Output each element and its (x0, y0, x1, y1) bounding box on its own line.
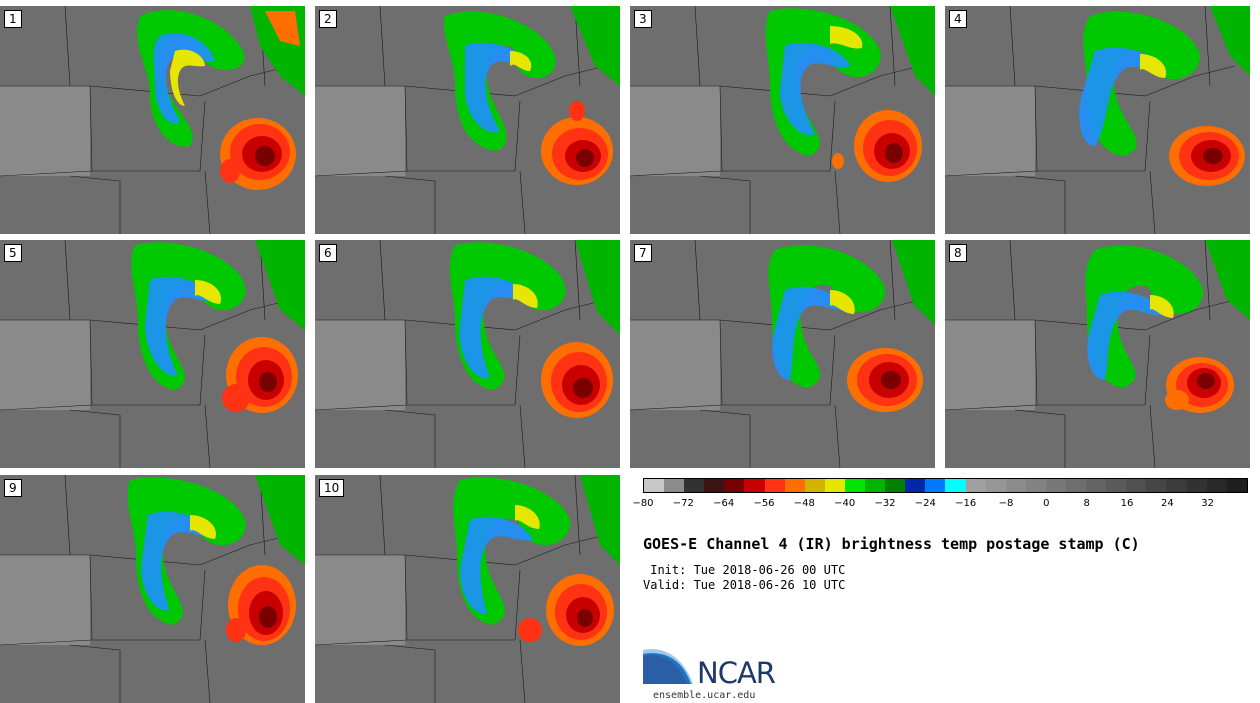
colorbar-swatch (744, 479, 765, 492)
panel-number: 8 (949, 244, 967, 262)
map-panel-6: 6 (315, 240, 620, 468)
colorbar-swatch (1166, 479, 1187, 492)
colorbar-swatch (664, 479, 685, 492)
colorbar-swatch (1005, 479, 1026, 492)
colorbar-swatch (865, 479, 886, 492)
colorbar-swatch (1106, 479, 1127, 492)
ncar-logo-text: NCAR (697, 656, 776, 690)
colorbar-swatch (684, 479, 705, 492)
ir-map (630, 240, 935, 468)
colorbar-tick-label: −72 (672, 498, 694, 509)
colorbar-swatch (1206, 479, 1227, 492)
colorbar-tick-label: −24 (914, 498, 936, 509)
colorbar-swatch (1086, 479, 1107, 492)
colorbar-swatch (1226, 479, 1247, 492)
map-panel-5: 5 (0, 240, 305, 468)
colorbar-swatch (985, 479, 1006, 492)
colorbar-tick-label: −8 (998, 498, 1014, 509)
init-time: Init: Tue 2018-06-26 00 UTC (643, 563, 846, 577)
colorbar-tick-label: 0 (1043, 498, 1050, 509)
colorbar-tick-label: −56 (753, 498, 775, 509)
colorbar-swatch (1065, 479, 1087, 492)
map-panel-4: 4 (945, 6, 1250, 234)
map-panel-8: 8 (945, 240, 1250, 468)
colorbar-swatch (1045, 479, 1066, 492)
ir-map (630, 6, 935, 234)
panel-number: 3 (634, 10, 652, 28)
colorbar-swatch (804, 479, 825, 492)
colorbar-tick-label: 32 (1201, 498, 1215, 509)
panel-number: 9 (4, 479, 22, 497)
colorbar-swatch (1025, 479, 1046, 492)
colorbar (643, 478, 1248, 493)
map-panel-1: 1 (0, 6, 305, 234)
ir-map (315, 240, 620, 468)
colorbar-tick-labels: −80 −72 −64 −56 −48 −40 −32 −24 −16 −8 0 8 16 24 32 (632, 498, 1248, 512)
colorbar-tick-label: −16 (955, 498, 977, 509)
ir-map (315, 6, 620, 234)
colorbar-swatch (724, 479, 745, 492)
colorbar-swatch (784, 479, 805, 492)
valid-time: Valid: Tue 2018-06-26 10 UTC (643, 578, 846, 592)
colorbar-tick-label: −64 (713, 498, 735, 509)
chart-title: GOES-E Channel 4 (IR) brightness temp po… (643, 535, 1140, 553)
colorbar-tick-label: −48 (793, 498, 815, 509)
panel-number: 7 (634, 244, 652, 262)
map-panel-2: 2 (315, 6, 620, 234)
colorbar-swatch (925, 479, 946, 492)
colorbar-swatch (1146, 479, 1167, 492)
colorbar-tick-label: −40 (834, 498, 856, 509)
colorbar-swatch (824, 479, 845, 492)
map-panel-7: 7 (630, 240, 935, 468)
ir-map (945, 240, 1250, 468)
map-panel-3: 3 (630, 6, 935, 234)
colorbar-swatch (905, 479, 926, 492)
ir-map (0, 6, 305, 234)
panel-number: 5 (4, 244, 22, 262)
map-panel-9: 9 (0, 475, 305, 703)
ncar-logo-icon (643, 648, 695, 684)
ir-map (0, 475, 305, 703)
colorbar-tick-label: 24 (1160, 498, 1174, 509)
panel-number: 4 (949, 10, 967, 28)
ir-map (0, 240, 305, 468)
panel-number: 2 (319, 10, 337, 28)
colorbar-tick-label: 16 (1120, 498, 1134, 509)
colorbar-swatch (885, 479, 906, 492)
panel-number: 1 (4, 10, 22, 28)
colorbar-swatch (945, 479, 966, 492)
ir-map (315, 475, 620, 703)
website-text: ensemble.ucar.edu (653, 690, 756, 701)
ir-map (945, 6, 1250, 234)
panel-number: 10 (319, 479, 345, 497)
colorbar-swatch (704, 479, 725, 492)
colorbar-swatch (1186, 479, 1207, 492)
colorbar-tick-label: 8 (1083, 498, 1090, 509)
panel-number: 6 (319, 244, 337, 262)
colorbar-swatch (844, 479, 866, 492)
colorbar-swatch (644, 479, 665, 492)
colorbar-swatch (965, 479, 986, 492)
colorbar-tick-label: −80 (632, 498, 654, 509)
map-panel-10: 10 (315, 475, 620, 703)
colorbar-swatch (1126, 479, 1147, 492)
colorbar-swatch (764, 479, 785, 492)
colorbar-tick-label: −32 (874, 498, 896, 509)
